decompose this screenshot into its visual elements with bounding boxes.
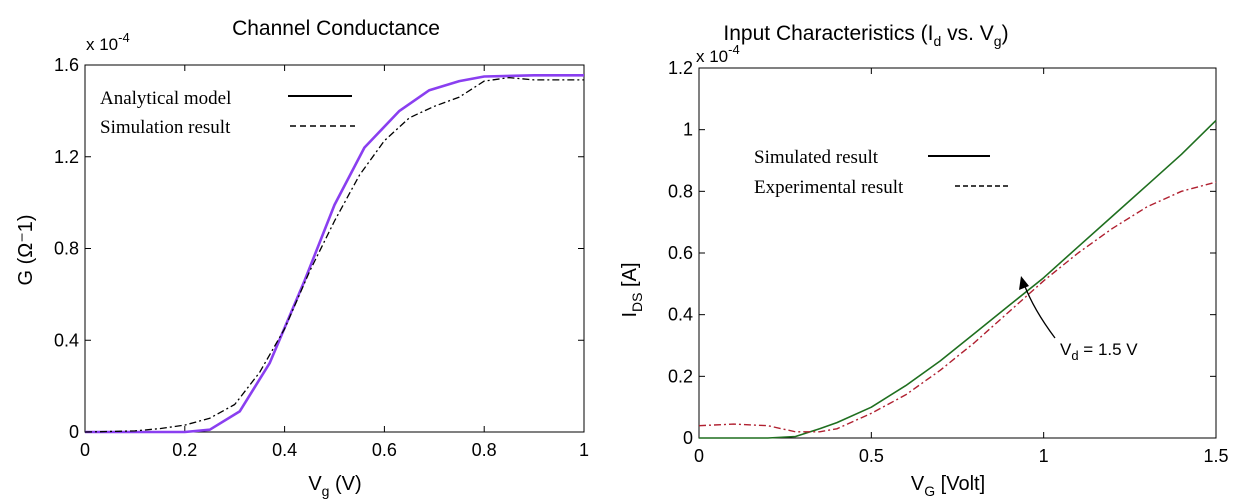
chart2-title: Input Characteristics (Id vs. Vg)	[723, 22, 1008, 49]
chart2-x-label-main: V	[911, 473, 925, 495]
chart2-x-label-sub: G	[924, 483, 935, 499]
chart1-x-label-sub: g	[322, 483, 330, 499]
chart2-y-multiplier-base: x 10	[696, 47, 728, 66]
chart1-legend-item-2: Simulation result	[100, 117, 231, 138]
x-tick-label: 0.5	[859, 446, 884, 466]
chart2-title-post: )	[1002, 22, 1009, 45]
x-tick-label: 1	[1039, 446, 1049, 466]
chart-input-characteristics: Input Characteristics (Id vs. Vg) x 10-4…	[619, 22, 1229, 499]
chart2-title-pre: Input Characteristics (I	[723, 22, 933, 45]
x-tick-label: 1.5	[1203, 446, 1228, 466]
y-tick-label: 0.2	[668, 366, 693, 386]
series-line-analytical-model	[85, 74, 584, 434]
y-tick-label: 1	[683, 120, 693, 140]
chart2-y-axis-label: IDS [A]	[619, 262, 645, 317]
x-tick-label: 0.4	[272, 440, 297, 460]
chart1-y-tick-labels: 0 0.4 0.8 1.2 1.6	[54, 55, 79, 442]
chart1-y-multiplier: x 10-4	[86, 30, 130, 54]
chart1-y-axis-label: G (Ω⁻1)	[15, 214, 37, 285]
y-tick-label: 1.6	[54, 55, 79, 75]
chart1-legend: Analytical model Simulation result	[100, 88, 355, 138]
y-tick-label: 0	[69, 422, 79, 442]
chart2-annotation: Vd = 1.5 V	[1019, 276, 1138, 363]
y-tick-label: 0.8	[668, 181, 693, 201]
chart2-legend-item-2: Experimental result	[754, 177, 904, 198]
chart2-title-sub1: d	[933, 33, 941, 49]
chart1-x-label-main: V	[308, 473, 322, 495]
chart2-legend: Simulated result Experimental result	[754, 147, 1010, 198]
y-tick-label: 0	[683, 428, 693, 448]
annotation-text: Vd = 1.5 V	[1060, 340, 1138, 363]
chart2-plot-area	[698, 67, 1217, 439]
y-tick-label: 0.4	[668, 305, 693, 325]
chart2-y-multiplier: x 10-4	[696, 42, 740, 66]
y-tick-label: 0.8	[54, 239, 79, 259]
chart2-title-sub2: g	[994, 33, 1002, 49]
series-line-simulation-result	[84, 76, 584, 433]
chart1-x-label-tail: (V)	[329, 473, 361, 495]
annotation-main: V	[1060, 340, 1072, 359]
chart2-legend-item-1: Simulated result	[754, 147, 879, 168]
chart1-y-multiplier-exp: -4	[118, 30, 130, 45]
chart2-y-tick-labels: 0 0.2 0.4 0.6 0.8 1 1.2	[668, 58, 693, 448]
chart2-y-multiplier-exp: -4	[728, 42, 740, 57]
x-tick-label: 0	[80, 440, 90, 460]
x-tick-label: 1	[579, 440, 589, 460]
x-tick-label: 0.6	[372, 440, 397, 460]
chart2-x-label-tail: [Volt]	[935, 473, 985, 495]
chart2-series	[698, 119, 1217, 439]
y-tick-label: 0.6	[668, 243, 693, 263]
chart2-y-label-tail: [A]	[619, 262, 641, 292]
y-tick-label: 1.2	[668, 58, 693, 78]
x-tick-label: 0.2	[172, 440, 197, 460]
x-tick-label: 0.8	[472, 440, 497, 460]
chart2-y-label-main: I	[619, 312, 641, 318]
chart-channel-conductance: Channel Conductance x 10-4 0 0.2 0.4 0.6 0.8…	[15, 17, 589, 499]
chart1-title: Channel Conductance	[232, 17, 440, 40]
chart2-y-label-sub: DS	[629, 293, 645, 312]
chart1-y-multiplier-base: x 10	[86, 35, 118, 54]
annotation-tail: = 1.5 V	[1079, 340, 1139, 359]
y-tick-label: 0.4	[54, 330, 79, 350]
chart1-x-axis-label: Vg (V)	[308, 473, 361, 499]
chart1-series	[84, 74, 584, 434]
chart2-title-mid: vs. V	[941, 22, 994, 45]
series-line-simulated-result	[699, 119, 1217, 439]
annotation-arrow-line	[1023, 283, 1056, 339]
chart1-legend-item-1: Analytical model	[100, 88, 231, 109]
chart2-x-tick-labels: 0 0.5 1 1.5	[694, 446, 1229, 466]
chart1-x-tick-labels: 0 0.2 0.4 0.6 0.8 1	[80, 440, 589, 460]
annotation-sub: d	[1071, 348, 1078, 363]
chart2-ticks	[698, 67, 1217, 439]
chart2-x-axis-label: VG [Volt]	[911, 473, 985, 499]
annotation-arrow-head	[1019, 276, 1029, 290]
x-tick-label: 0	[694, 446, 704, 466]
y-tick-label: 1.2	[54, 147, 79, 167]
series-line-experimental-result	[698, 181, 1217, 433]
